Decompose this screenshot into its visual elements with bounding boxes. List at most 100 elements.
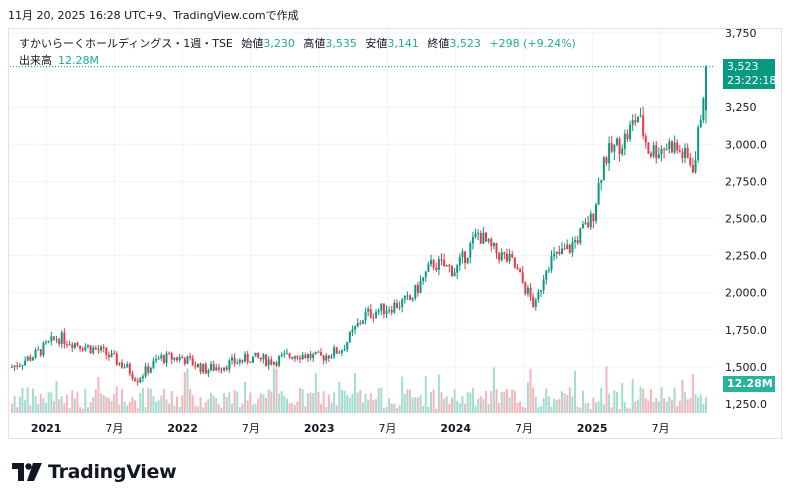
volume-bar [629,408,632,413]
candle-body [519,269,522,273]
candle-body [204,363,207,374]
volume-bar [175,396,178,413]
volume-bar [605,366,608,413]
candle-body [52,336,55,340]
candle-body [579,228,582,243]
candle-body [141,376,144,379]
candle-body [165,353,168,363]
volume-bar [524,407,527,413]
volume-bar [144,407,147,413]
volume-bar [550,406,553,413]
candle-body [466,257,469,264]
x-tick-label: 7月 [378,422,396,435]
candle-body [388,309,391,311]
volume-bar [560,391,563,413]
candle-body [94,347,97,350]
volume-bar [650,389,653,413]
volume-bar [115,386,118,413]
volume-bar [479,396,482,413]
candle-body [102,346,105,348]
volume-bars [11,366,707,413]
candle-body [571,242,574,253]
candle-body [280,354,283,357]
volume-bar [278,393,281,413]
chart-frame[interactable] [8,28,782,439]
candle-body [537,291,540,300]
ohlc-legend: すかいらーくホールディングス・1週・TSE 始値3,230 高値3,535 安値… [19,35,576,51]
volume-bar [223,393,226,413]
candle-body [697,127,700,160]
y-tick-label: 3,250 [725,101,757,114]
volume-bar [663,398,666,413]
candle-body [689,157,692,166]
volume-bar [435,408,438,413]
candle-body [236,362,239,364]
volume-bar [636,399,639,413]
candle-body [529,287,532,297]
volume-bar [361,402,364,413]
volume-bar [236,391,239,413]
candle-body [212,364,215,371]
volume-bar [89,402,92,413]
volume-bar [385,406,388,413]
volume-bar [42,398,45,413]
volume-bar [691,374,694,413]
volume-bar [665,401,668,413]
volume-bar [422,405,425,413]
candle-body [511,253,514,258]
candle-body [485,232,488,242]
candle-body [322,355,325,361]
candle-body [581,223,584,229]
candle-body [343,349,346,351]
candle-body [395,302,398,308]
volume-bar [699,394,702,413]
candle-body [613,145,616,152]
volume-bar [456,400,459,413]
tradingview-logo[interactable]: TradingView [12,461,177,483]
candle-body [453,272,456,277]
candle-body [490,239,493,247]
volume-bar [430,391,433,413]
candle-body [97,349,100,351]
candle-body [144,366,147,377]
candle-body [474,233,477,238]
candle-body [574,240,577,243]
candle-body [317,351,320,353]
volume-bar [398,405,401,413]
x-tick-label: 2024 [440,422,471,435]
volume-bar [230,403,233,413]
volume-bar [194,405,197,413]
volume-bar [299,388,302,413]
candle-body [516,267,519,270]
candle-body [550,256,553,270]
candle-body [589,213,592,228]
volume-bar [414,397,417,413]
volume-bar [500,391,503,413]
candle-body [340,350,343,353]
volume-bar [424,376,427,413]
volume-bar [189,388,192,413]
candle-body [471,237,474,244]
volume-bar [157,400,160,413]
candle-body [479,233,482,244]
volume-bar [657,401,660,413]
candle-body [60,332,63,344]
candle-body [262,354,265,360]
candle-body [430,260,433,265]
candle-body [202,363,205,373]
volume-bar [440,392,443,413]
volume-bar [354,372,357,413]
volume-bar [487,404,490,413]
candle-body [183,358,186,364]
volume-bar [207,398,210,413]
volume-bar [351,393,354,413]
volume-bar [39,394,42,413]
volume-bar [631,379,634,413]
volume-bar [537,407,540,413]
volume-bar [162,388,165,413]
candle-body [372,317,375,319]
candle-body [278,356,281,366]
volume-bar [684,392,687,413]
x-tick-label: 2022 [167,422,198,435]
